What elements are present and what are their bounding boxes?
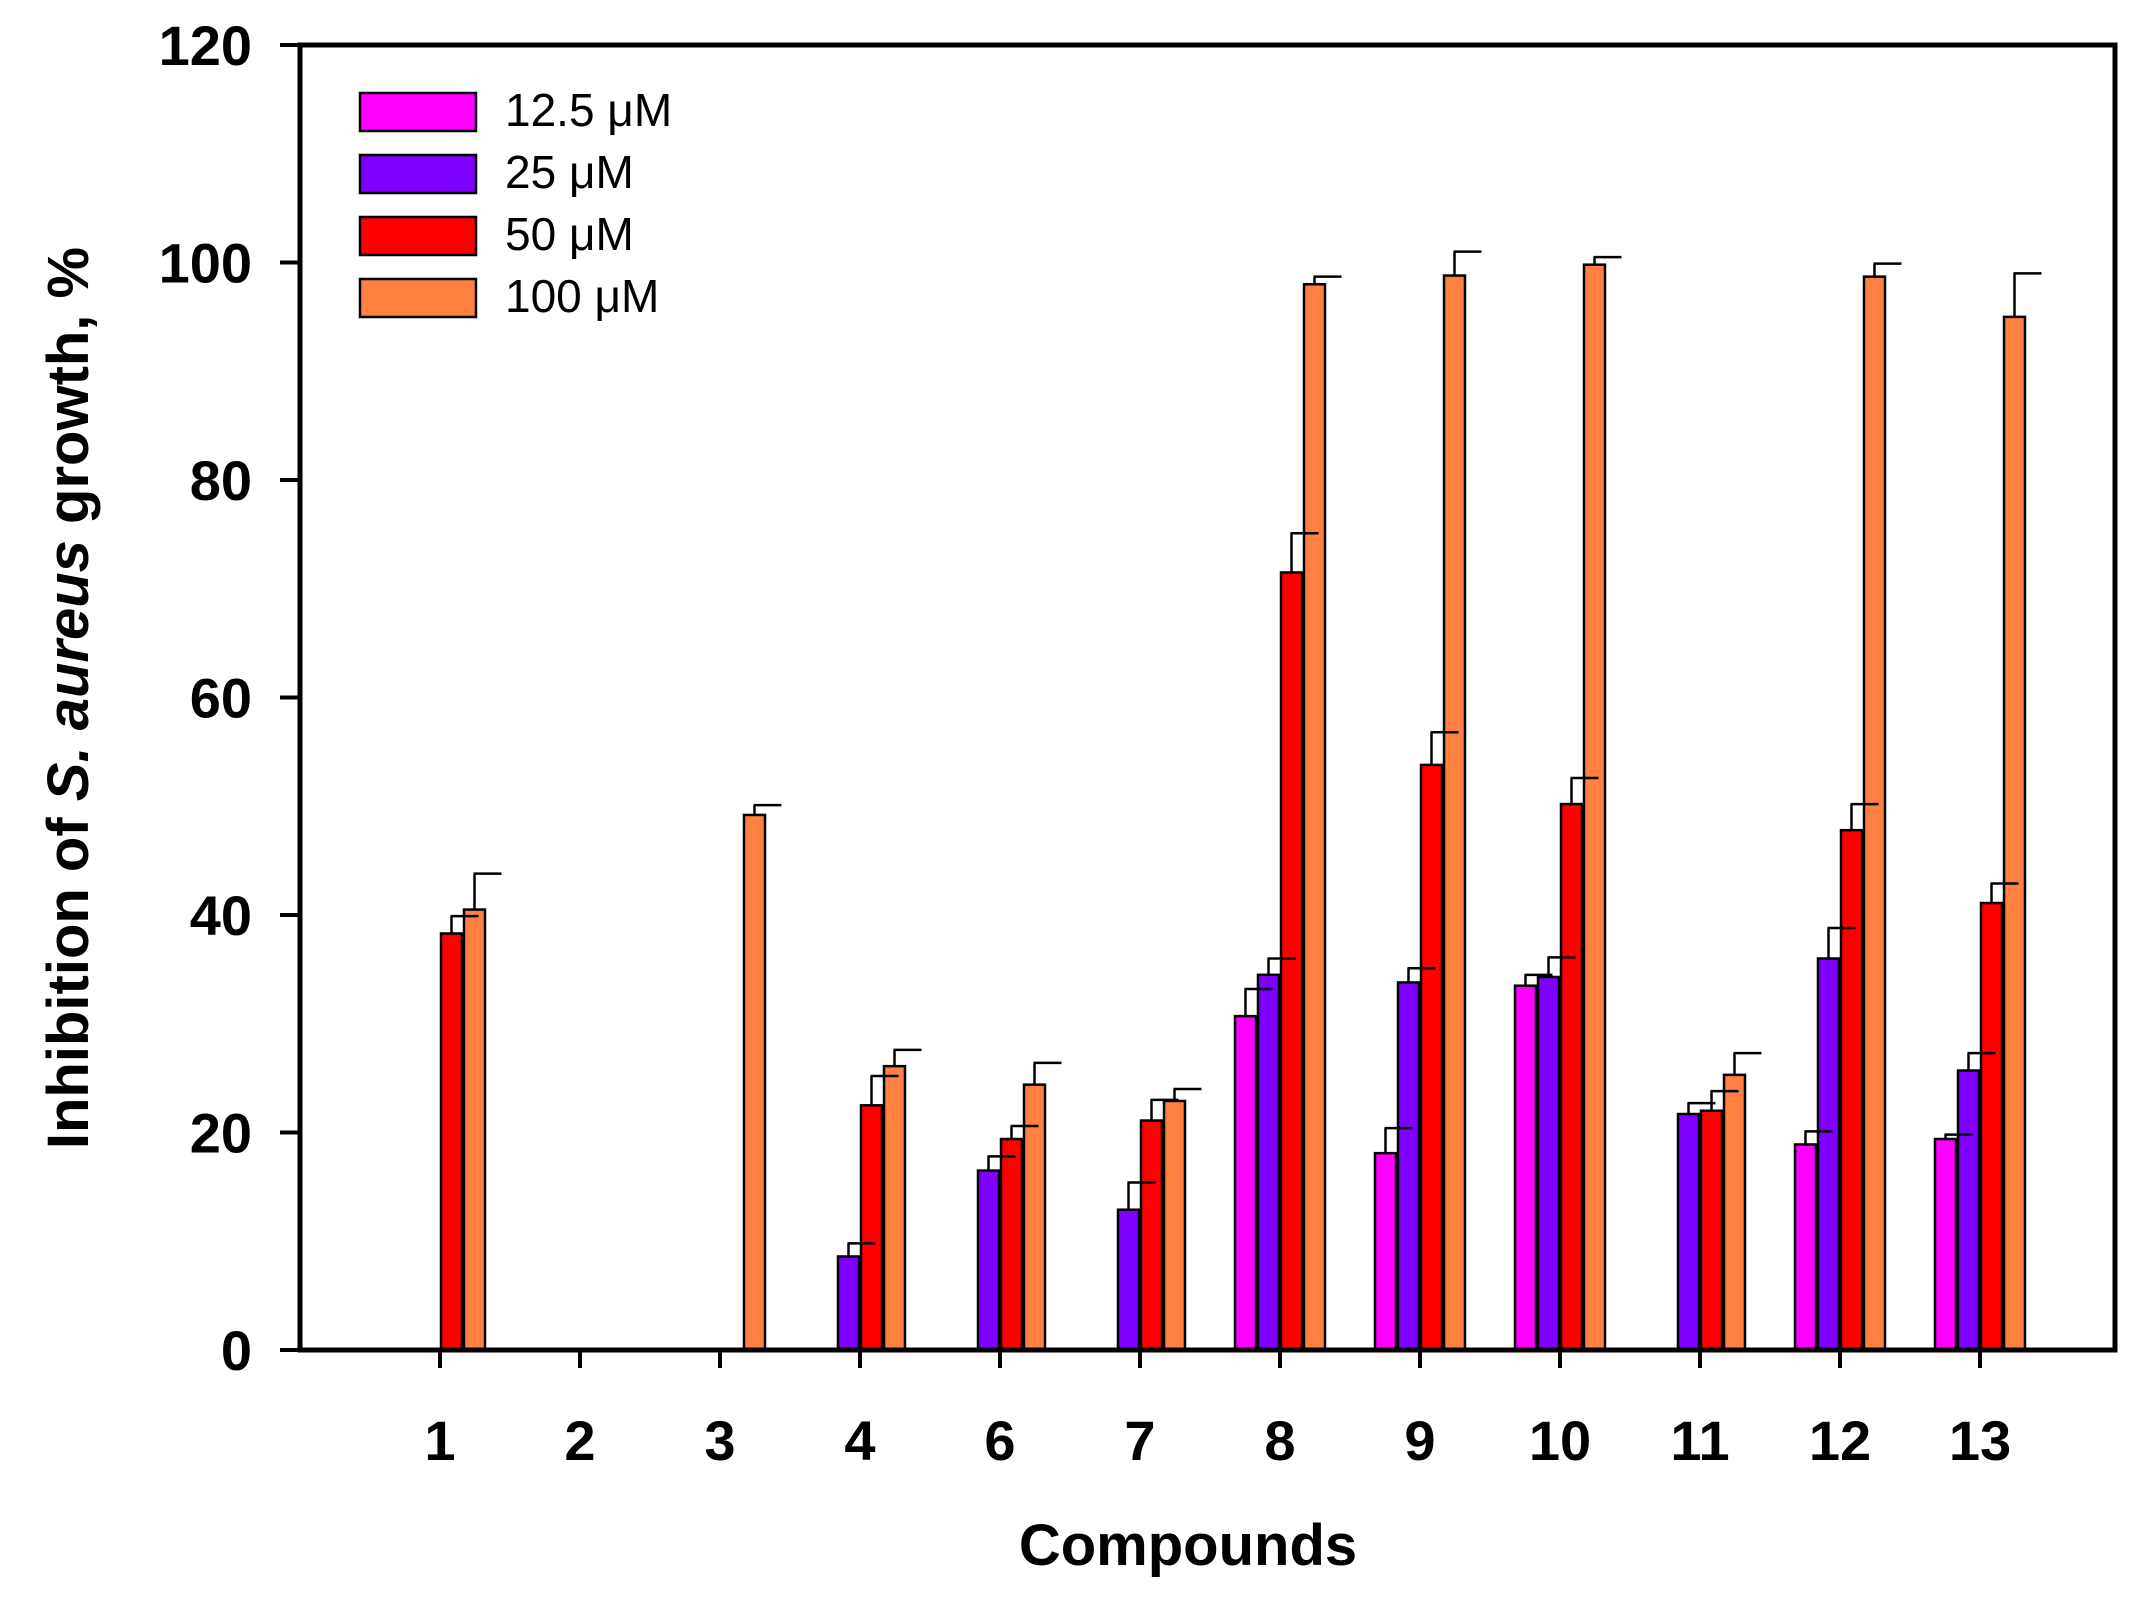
x-tick-label-9: 9 bbox=[1404, 1409, 1435, 1472]
bar-12-series-1 bbox=[1816, 957, 1841, 1352]
y-axis-title-suffix: growth, % bbox=[36, 247, 101, 540]
bar-4-series-3 bbox=[882, 1064, 907, 1352]
y-axis-title: Inhibition of S. aureus growth, % bbox=[36, 247, 101, 1149]
y-tick-label-80: 80 bbox=[190, 449, 252, 512]
legend-label-3: 100 μM bbox=[505, 270, 659, 322]
x-tick-label-10: 10 bbox=[1529, 1409, 1591, 1472]
bar-13-series-1 bbox=[1956, 1069, 1981, 1352]
x-tick-label-8: 8 bbox=[1264, 1409, 1295, 1472]
bar-13-series-0 bbox=[1933, 1137, 1958, 1352]
bar-4-series-2 bbox=[859, 1104, 884, 1352]
x-tick-label-13: 13 bbox=[1949, 1409, 2011, 1472]
bar-12-series-2 bbox=[1839, 828, 1864, 1352]
legend-label-2: 50 μM bbox=[505, 208, 634, 260]
y-tick-label-60: 60 bbox=[190, 667, 252, 730]
y-tick-label-0: 0 bbox=[221, 1319, 252, 1382]
x-tick-label-3: 3 bbox=[704, 1409, 735, 1472]
x-tick-label-1: 1 bbox=[424, 1409, 455, 1472]
bar-10-series-1 bbox=[1536, 975, 1561, 1352]
bar-7-series-3 bbox=[1162, 1099, 1187, 1352]
bar-8-series-3 bbox=[1302, 283, 1327, 1352]
bar-11-series-3 bbox=[1722, 1073, 1747, 1352]
bar-12-series-3 bbox=[1862, 275, 1887, 1352]
bar-11-series-2 bbox=[1699, 1109, 1724, 1352]
bar-8-series-2 bbox=[1279, 571, 1304, 1352]
bar-4-series-1 bbox=[836, 1255, 861, 1352]
y-tick-label-20: 20 bbox=[190, 1102, 252, 1165]
bar-10-series-0 bbox=[1513, 984, 1538, 1352]
bar-13-series-3 bbox=[2002, 315, 2027, 1352]
x-tick-label-12: 12 bbox=[1809, 1409, 1871, 1472]
bar-13-series-2 bbox=[1979, 901, 2004, 1352]
legend: 12.5 μM 25 μM 50 μM 100 μM bbox=[358, 84, 672, 322]
bar-1-series-3 bbox=[462, 908, 487, 1352]
bar-9-series-2 bbox=[1419, 763, 1444, 1352]
bar-6-series-2 bbox=[999, 1137, 1024, 1352]
x-axis: 1 2 3 4 6 7 8 9 10 11 12 13 bbox=[424, 1350, 2011, 1472]
y-tick-label-120: 120 bbox=[159, 14, 252, 77]
bar-9-series-1 bbox=[1396, 981, 1421, 1352]
y-axis-title-prefix: Inhibition of bbox=[36, 801, 101, 1149]
legend-swatch-0 bbox=[358, 91, 478, 133]
bar-6-series-1 bbox=[976, 1169, 1001, 1352]
x-tick-label-4: 4 bbox=[844, 1409, 875, 1472]
x-axis-title: Compounds bbox=[1019, 1513, 1357, 1578]
y-axis: 0 20 40 60 80 100 120 bbox=[159, 14, 300, 1382]
legend-swatch-2 bbox=[358, 215, 478, 257]
legend-swatch-1 bbox=[358, 153, 478, 195]
bar-9-series-0 bbox=[1373, 1151, 1398, 1352]
bars-layer bbox=[439, 263, 2027, 1352]
x-tick-label-7: 7 bbox=[1124, 1409, 1155, 1472]
bar-10-series-2 bbox=[1559, 802, 1584, 1352]
bar-8-series-1 bbox=[1256, 973, 1281, 1352]
x-tick-label-6: 6 bbox=[984, 1409, 1015, 1472]
bar-7-series-1 bbox=[1116, 1208, 1141, 1352]
y-tick-label-100: 100 bbox=[159, 232, 252, 295]
legend-label-1: 25 μM bbox=[505, 146, 634, 198]
bar-1-series-2 bbox=[439, 932, 464, 1352]
x-tick-label-11: 11 bbox=[1670, 1409, 1729, 1472]
bar-10-series-3 bbox=[1582, 263, 1607, 1352]
y-axis-title-italic: S. aureus bbox=[36, 540, 101, 801]
y-tick-label-40: 40 bbox=[190, 884, 252, 947]
bar-3-series-3 bbox=[742, 813, 767, 1352]
bar-8-series-0 bbox=[1233, 1014, 1258, 1352]
bar-9-series-3 bbox=[1442, 274, 1467, 1352]
bar-12-series-0 bbox=[1793, 1143, 1818, 1352]
bar-7-series-2 bbox=[1139, 1119, 1164, 1352]
legend-swatch-3 bbox=[358, 277, 478, 319]
bar-11-series-1 bbox=[1676, 1112, 1701, 1352]
legend-label-0: 12.5 μM bbox=[505, 84, 672, 136]
error-bars-layer bbox=[450, 250, 2042, 1257]
x-tick-label-2: 2 bbox=[564, 1409, 595, 1472]
bar-6-series-3 bbox=[1022, 1083, 1047, 1352]
